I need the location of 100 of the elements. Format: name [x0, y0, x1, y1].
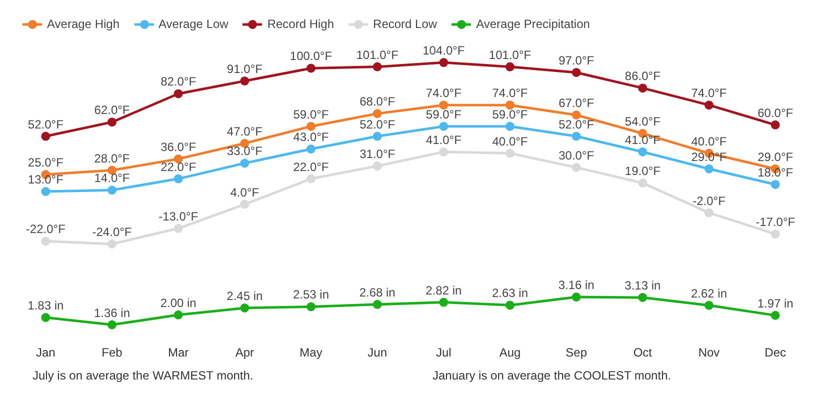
data-label: 1.36 in [94, 306, 130, 320]
point [174, 174, 183, 184]
point [439, 122, 448, 131]
point [770, 120, 780, 130]
data-label: 59.0°F [492, 107, 528, 122]
data-label: 2.45 in [226, 288, 263, 303]
x-tick-label: Feb [102, 346, 123, 360]
x-tick-label: Oct [633, 346, 653, 360]
point [572, 68, 581, 77]
data-label: 74.0°F [691, 86, 727, 100]
data-label: 104.0°F [422, 44, 465, 58]
point [770, 180, 780, 189]
point [174, 89, 183, 98]
point [240, 76, 250, 86]
data-label: -2.0°F [692, 194, 726, 208]
legend-label: Record Low [373, 17, 438, 31]
point [41, 132, 50, 141]
data-label: 91.0°F [226, 62, 262, 76]
point [439, 58, 448, 68]
data-label: 29.0°F [758, 150, 794, 164]
data-label: 22.0°F [293, 160, 329, 174]
data-label: 1.97 in [757, 296, 794, 310]
data-label: 2.63 in [492, 286, 528, 300]
data-label: 1.83 in [28, 298, 64, 313]
point [638, 178, 648, 188]
legend-label: Average High [47, 17, 120, 31]
data-label: -22.0°F [26, 222, 66, 236]
point [704, 300, 714, 310]
point [572, 162, 581, 172]
point [372, 162, 382, 171]
x-tick-label: Mar [168, 346, 189, 360]
point [506, 62, 514, 72]
point [306, 144, 316, 154]
x-tick-label: Aug [499, 346, 521, 360]
data-label: 101.0°F [356, 48, 398, 62]
point [372, 132, 382, 141]
point [572, 132, 581, 141]
point [108, 118, 116, 127]
data-label: 82.0°F [160, 74, 196, 89]
data-label: -24.0°F [92, 224, 132, 239]
point [506, 148, 514, 158]
point [41, 236, 50, 246]
data-label: 36.0°F [160, 140, 196, 154]
point [439, 100, 448, 110]
point [506, 100, 514, 110]
point [638, 147, 648, 156]
point [372, 62, 382, 72]
point [41, 187, 50, 196]
point [770, 230, 780, 239]
point [572, 292, 581, 302]
point [174, 224, 183, 233]
point [306, 302, 316, 312]
data-label: 52.0°F [28, 117, 64, 132]
data-label: 3.13 in [624, 278, 661, 292]
data-label: 30.0°F [558, 148, 594, 162]
data-label: 74.0°F [426, 86, 462, 100]
data-label: 67.0°F [558, 96, 594, 110]
point [41, 313, 50, 322]
data-label: 41.0°F [426, 132, 462, 147]
data-label: -13.0°F [158, 209, 198, 224]
data-label: 40.0°F [691, 134, 727, 148]
data-label: 60.0°F [758, 106, 794, 120]
point [439, 298, 448, 307]
data-label: 86.0°F [624, 69, 660, 84]
point [372, 300, 382, 309]
data-label: 47.0°F [226, 124, 262, 138]
data-label: 3.16 in [558, 278, 594, 292]
point [174, 310, 183, 320]
point [638, 84, 648, 93]
x-tick-label: Sep [566, 346, 588, 360]
data-label: 4.0°F [230, 185, 260, 200]
point [638, 293, 648, 302]
data-label: 18.0°F [758, 165, 794, 180]
point [306, 174, 316, 184]
point [704, 100, 714, 110]
data-label: 2.00 in [160, 296, 196, 310]
x-tick-label: Jan [36, 346, 56, 360]
data-label: -17.0°F [756, 215, 796, 230]
x-tick-label: May [300, 346, 322, 360]
data-label: 41.0°F [624, 132, 660, 147]
point [240, 200, 250, 209]
point [240, 303, 250, 312]
point [439, 147, 448, 156]
x-tick-label: Jul [436, 346, 452, 360]
point [770, 310, 780, 320]
text: January is on average the COOLEST month. [432, 368, 672, 382]
data-label: 28.0°F [94, 151, 130, 166]
data-label: 100.0°F [290, 49, 332, 64]
data-label: 31.0°F [360, 147, 396, 162]
data-label: 22.0°F [160, 160, 196, 174]
data-label: 52.0°F [360, 117, 396, 132]
data-label: 52.0°F [558, 117, 594, 132]
data-label: 59.0°F [426, 107, 462, 122]
data-label: 43.0°F [293, 130, 329, 144]
legend-label: Record High [267, 17, 334, 31]
x-tick-label: Jun [368, 346, 388, 360]
legend-label: Average Precipitation [476, 17, 590, 31]
data-label: 59.0°F [293, 107, 329, 122]
legend-label: Average Low [158, 17, 228, 31]
data-label: 33.0°F [226, 144, 262, 158]
